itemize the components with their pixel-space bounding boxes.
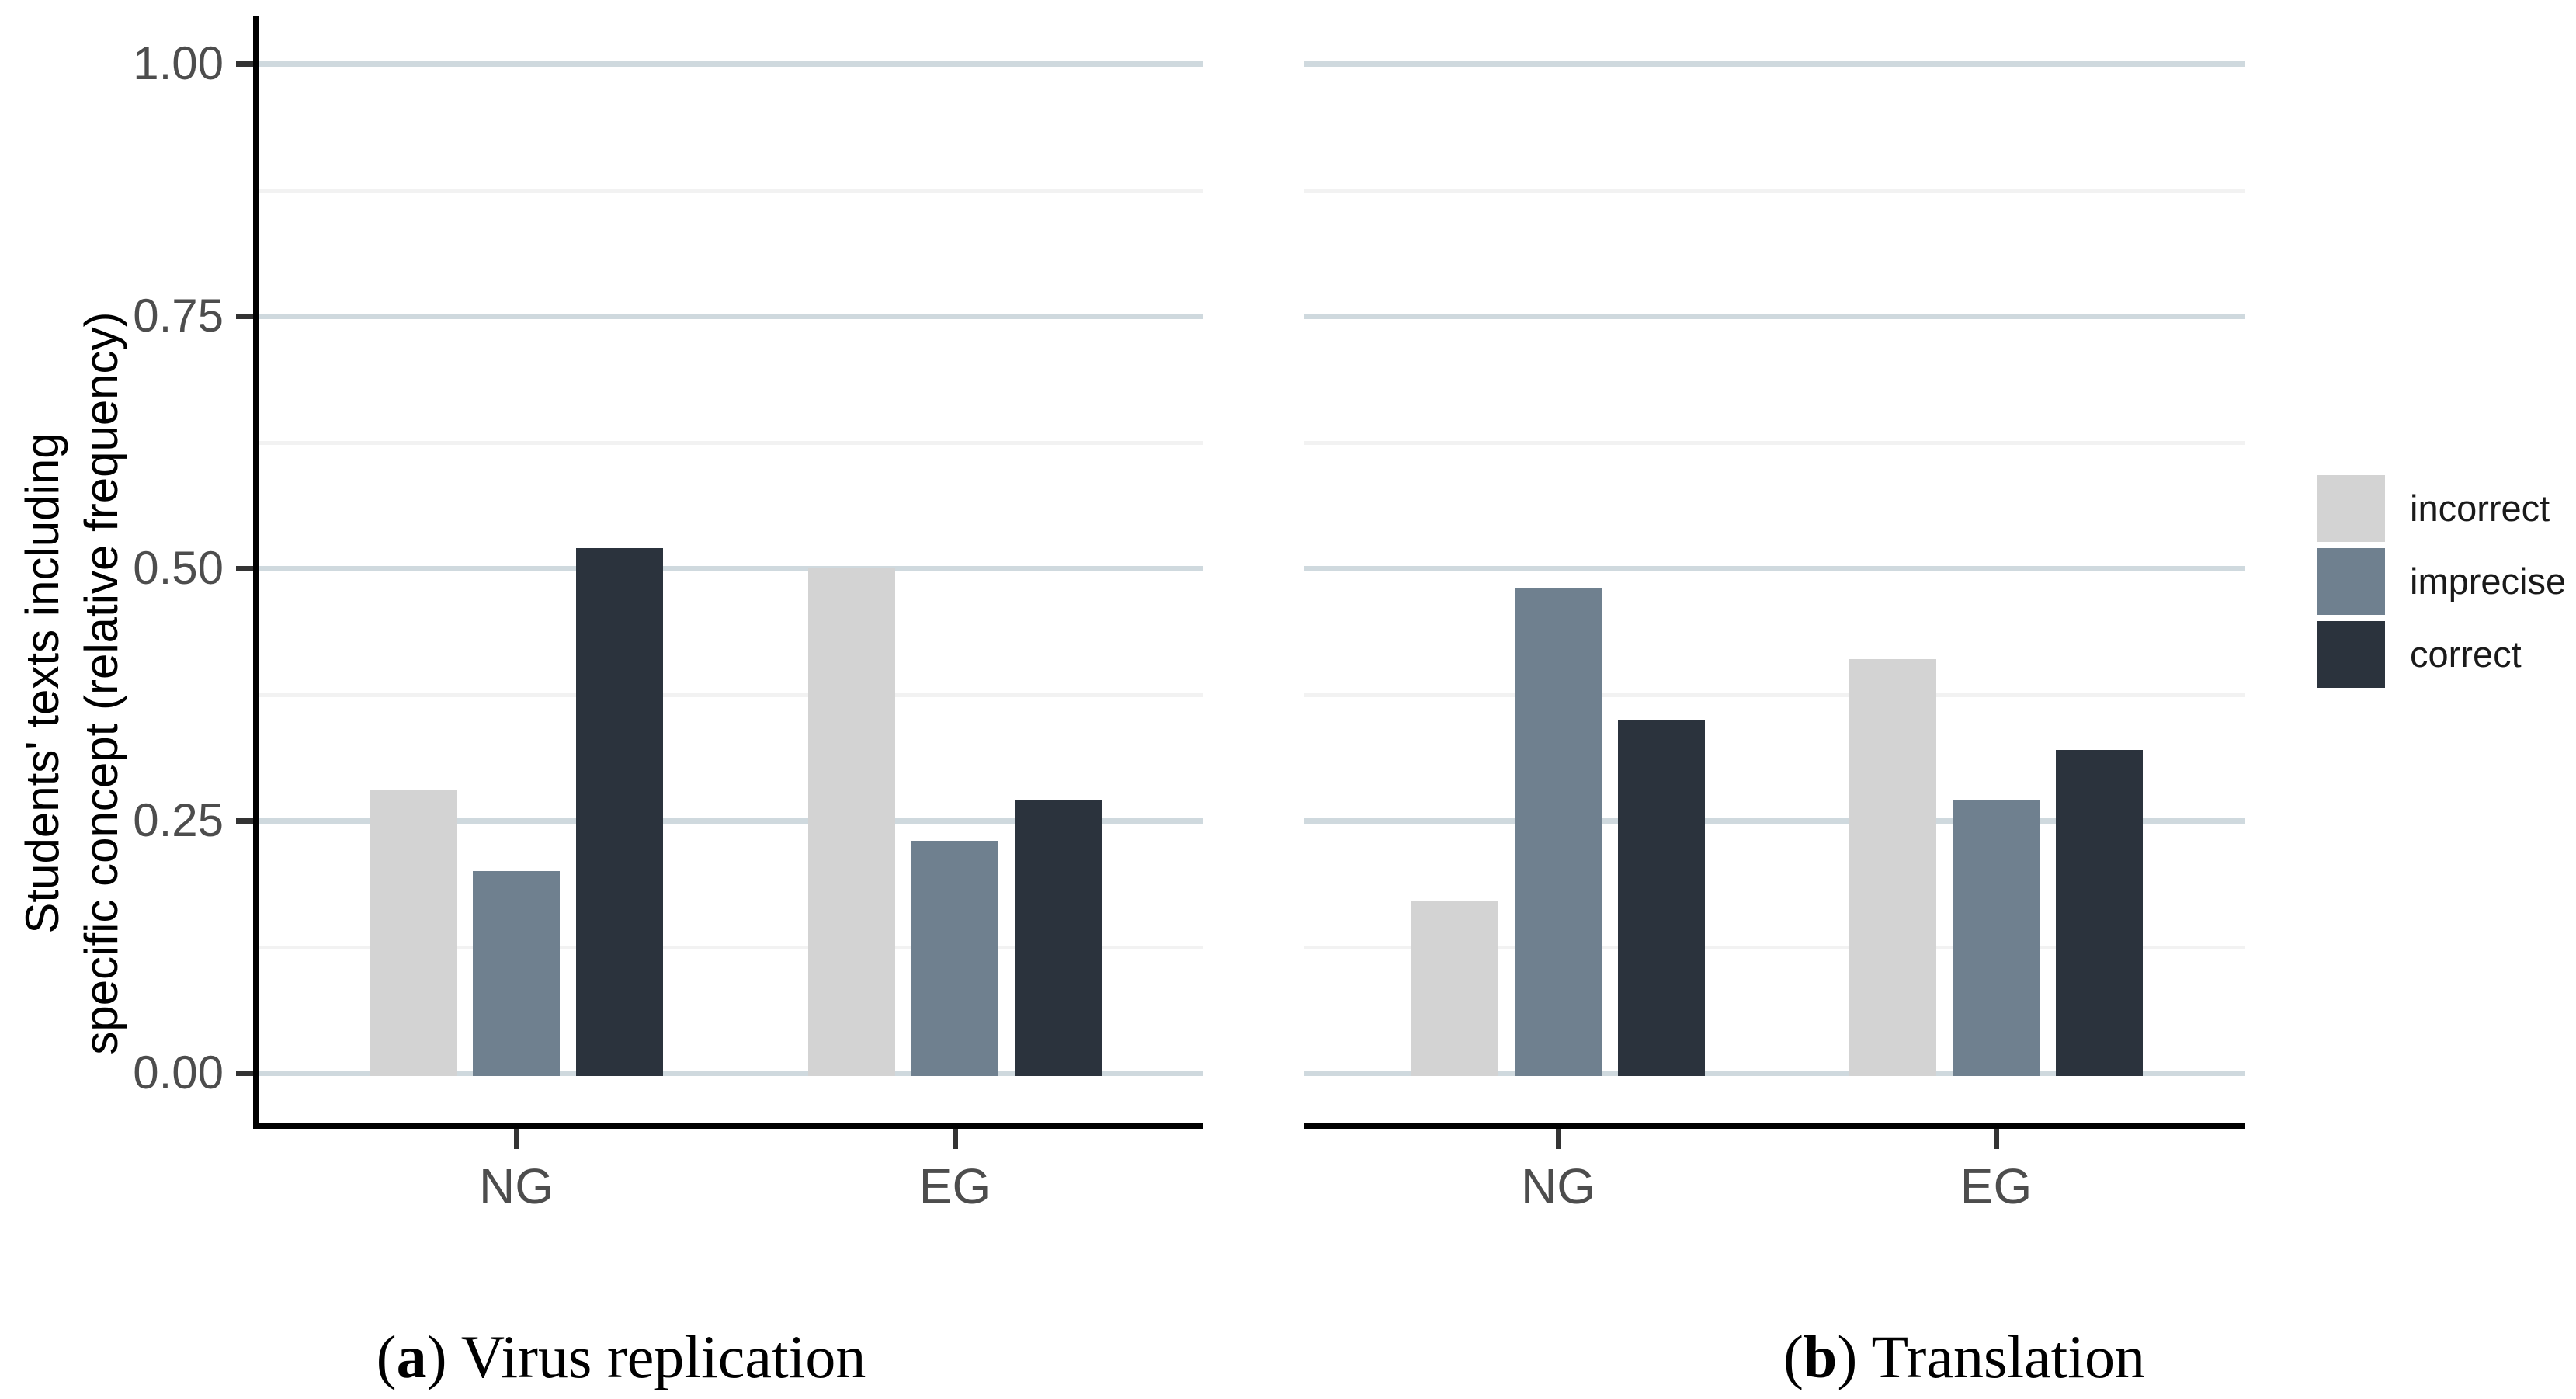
y-tick-mark [236, 314, 253, 319]
x-category-label-b-EG: EG [1960, 1158, 2033, 1214]
bar-b-EG-imprecise [1953, 800, 2040, 1076]
bar-b-NG-correct [1618, 720, 1705, 1076]
y-tick-mark [236, 818, 253, 824]
y-tick-mark [236, 566, 253, 571]
gridline-major-panel-b [1304, 566, 2245, 571]
caption-a-text: ) Virus replication [426, 1323, 866, 1390]
y-tick-label: 0.50 [133, 542, 224, 594]
legend-label-incorrect: incorrect [2410, 488, 2550, 529]
bar-b-EG-correct [2056, 750, 2143, 1076]
x-tick-mark [1556, 1129, 1561, 1149]
gridline-minor-panel-b [1304, 693, 2245, 697]
bar-b-NG-incorrect [1411, 901, 1498, 1076]
bar-a-NG-incorrect [370, 790, 457, 1076]
x-axis-line-panel-b [1304, 1123, 2245, 1129]
bar-b-NG-imprecise [1515, 588, 1602, 1076]
gridline-minor-panel-a [259, 440, 1203, 445]
legend-swatch-incorrect [2317, 475, 2385, 542]
y-tick-label: 1.00 [133, 37, 224, 89]
gridline-minor-panel-b [1304, 945, 2245, 949]
y-tick-label: 0.75 [133, 290, 224, 342]
gridline-major-panel-b [1304, 1071, 2245, 1076]
caption-a-paren-open: ( [376, 1323, 397, 1390]
gridline-minor-panel-b [1304, 440, 2245, 445]
gridline-major-panel-b [1304, 314, 2245, 319]
caption-panel-b: (b) Translation [1783, 1318, 2145, 1396]
y-tick-mark [236, 1071, 253, 1076]
x-category-label-a-EG: EG [918, 1158, 991, 1214]
gridline-major-panel-a [259, 566, 1203, 571]
gridline-major-panel-b [1304, 61, 2245, 67]
bar-a-NG-correct [576, 548, 663, 1076]
gridline-minor-panel-b [1304, 188, 2245, 193]
gridline-minor-panel-a [259, 693, 1203, 697]
x-tick-mark [953, 1129, 958, 1149]
x-tick-mark [514, 1129, 519, 1149]
caption-a-letter: a [396, 1323, 427, 1390]
bar-b-EG-incorrect [1849, 659, 1936, 1076]
legend-label-imprecise: imprecise [2410, 561, 2567, 602]
caption-panel-a: (a) Virus replication [377, 1318, 866, 1396]
caption-b-letter: b [1804, 1323, 1838, 1390]
gridline-minor-panel-a [259, 945, 1203, 949]
legend-label-correct: correct [2410, 634, 2522, 675]
y-tick-mark [236, 61, 253, 67]
legend-swatch-imprecise [2317, 548, 2385, 615]
gridline-major-panel-a [259, 818, 1203, 824]
gridline-major-panel-a [259, 314, 1203, 319]
gridline-major-panel-a [259, 1071, 1203, 1076]
x-category-label-b-NG: NG [1521, 1158, 1595, 1214]
caption-b-paren-open: ( [1783, 1323, 1804, 1390]
gridline-major-panel-a [259, 61, 1203, 67]
x-category-label-a-NG: NG [479, 1158, 554, 1214]
bar-a-NG-imprecise [473, 871, 560, 1076]
gridline-major-panel-b [1304, 818, 2245, 824]
caption-b-text: ) Translation [1837, 1323, 2145, 1390]
bar-a-EG-incorrect [808, 568, 895, 1076]
bar-a-EG-imprecise [911, 841, 998, 1076]
legend-swatch-correct [2317, 621, 2385, 688]
y-tick-label: 0.00 [133, 1047, 224, 1099]
x-tick-mark [1994, 1129, 1999, 1149]
x-axis-line-panel-a [253, 1123, 1203, 1129]
y-axis-line [253, 16, 259, 1129]
bar-a-EG-correct [1015, 800, 1102, 1076]
y-tick-label: 0.25 [133, 794, 224, 846]
gridline-minor-panel-a [259, 188, 1203, 193]
